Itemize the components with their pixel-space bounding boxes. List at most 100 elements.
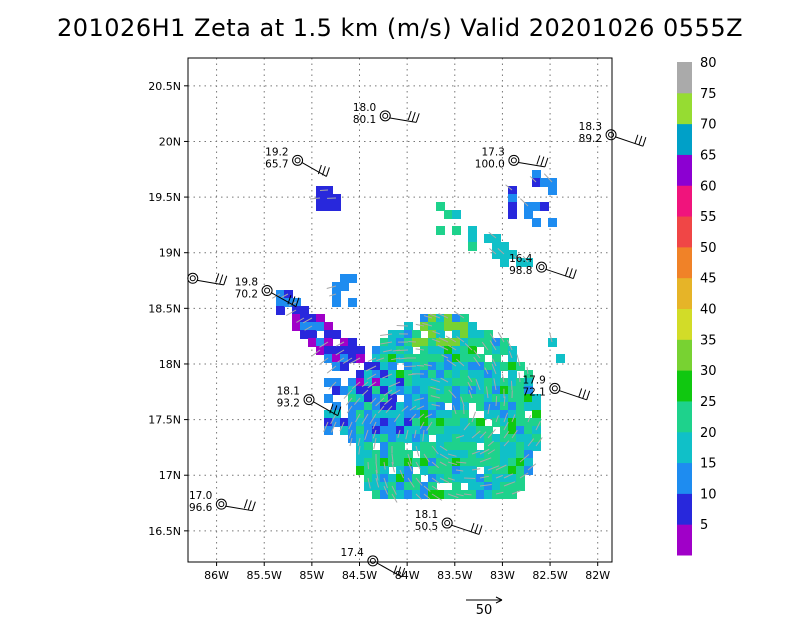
field-cell: [548, 178, 557, 187]
field-cell: [404, 378, 413, 387]
field-cell: [372, 346, 381, 355]
station-circle-outer: [367, 555, 379, 567]
wind-barb-feather: [247, 500, 252, 510]
station-bottom-value: 89.2: [579, 133, 602, 145]
station-circle-outer: [261, 285, 273, 297]
field-cell: [404, 386, 413, 395]
field-cell: [468, 226, 477, 235]
wind-vector: [361, 389, 369, 396]
field-cell: [348, 354, 357, 363]
field-cell: [468, 234, 477, 243]
field-cell: [500, 410, 509, 419]
field-cell: [444, 378, 453, 387]
wind-vector: [468, 390, 473, 399]
wind-vector: [430, 386, 441, 391]
wind-vector: [485, 386, 489, 399]
field-cell: [452, 346, 461, 355]
field-cell: [524, 458, 533, 467]
wind-vector: [473, 356, 481, 367]
wind-vector: [375, 397, 385, 407]
wind-vector: [441, 354, 449, 359]
field-cell: [364, 394, 373, 403]
field-cell: [412, 330, 421, 339]
field-cell: [516, 378, 525, 387]
field-cell: [492, 482, 501, 491]
field-cell: [380, 418, 389, 427]
wind-vector: [372, 421, 377, 430]
field-cell: [452, 386, 461, 395]
field-cell: [524, 258, 533, 267]
field-cell: [420, 346, 429, 355]
field-cell: [340, 386, 349, 395]
field-cell: [524, 394, 533, 403]
station-marker: 19.870.2: [235, 277, 300, 308]
field-cell: [388, 386, 397, 395]
field-cell: [436, 338, 445, 347]
colorbar-label: 15: [700, 457, 717, 472]
field-cell: [508, 482, 517, 491]
colorbar-label: 80: [700, 56, 717, 71]
field-cell: [356, 386, 365, 395]
field-cell: [460, 434, 469, 443]
field-cell: [492, 490, 501, 499]
field-cell: [436, 402, 445, 411]
field-cell: [292, 298, 301, 307]
field-cell: [524, 370, 533, 379]
field-cell: [412, 418, 421, 427]
field-cell: [340, 282, 349, 291]
field-cell: [340, 274, 349, 283]
field-cell: [508, 346, 517, 355]
field-cell: [492, 434, 501, 443]
field-cell: [484, 442, 493, 451]
wind-barb-feather: [215, 273, 220, 283]
wind-vector: [415, 445, 420, 457]
wind-vector: [302, 317, 313, 324]
field-cell: [532, 178, 541, 187]
field-cell: [372, 378, 381, 387]
field-cell: [516, 482, 525, 491]
station-circle-inner: [382, 112, 389, 119]
plot-frame: [187, 57, 613, 563]
field-cell: [436, 362, 445, 371]
field-cell: [556, 354, 565, 363]
field-cell: [508, 194, 517, 203]
field-cell: [508, 402, 517, 411]
field-cell: [460, 346, 469, 355]
station-circle-outer: [535, 261, 547, 273]
wind-vector: [375, 461, 378, 474]
field-cell: [500, 258, 509, 267]
wind-vector: [519, 472, 529, 479]
wind-vector: [375, 469, 379, 481]
field-cell: [428, 370, 437, 379]
wind-vector: [396, 349, 409, 352]
field-cell: [500, 346, 509, 355]
y-tick-label: 20N: [159, 135, 181, 148]
wind-vector: [409, 405, 417, 411]
wind-vector: [452, 405, 457, 415]
wind-vector: [493, 378, 497, 391]
field-cell: [428, 322, 437, 331]
field-cell: [388, 418, 397, 427]
wind-vector: [455, 493, 464, 497]
wind-vector: [415, 323, 425, 327]
wind-vector: [355, 413, 361, 423]
field-cell: [348, 386, 357, 395]
wind-vector: [455, 461, 467, 464]
field-cell: [332, 290, 341, 299]
wind-barb-staff: [558, 389, 587, 401]
field-cell: [540, 178, 549, 187]
wind-vector: [431, 403, 441, 407]
field-cell: [372, 434, 381, 443]
field-cell: [476, 482, 485, 491]
field-cell: [364, 434, 373, 443]
wind-barb-feather: [540, 156, 545, 166]
field-cell: [476, 386, 485, 395]
field-cell: [420, 370, 429, 379]
wind-vector: [463, 493, 472, 496]
field-cell: [300, 314, 309, 323]
field-cell: [388, 330, 397, 339]
colorbar-swatch: [677, 185, 692, 217]
field-cell: [420, 378, 429, 387]
field-cell: [500, 418, 509, 427]
field-cell: [276, 306, 285, 315]
